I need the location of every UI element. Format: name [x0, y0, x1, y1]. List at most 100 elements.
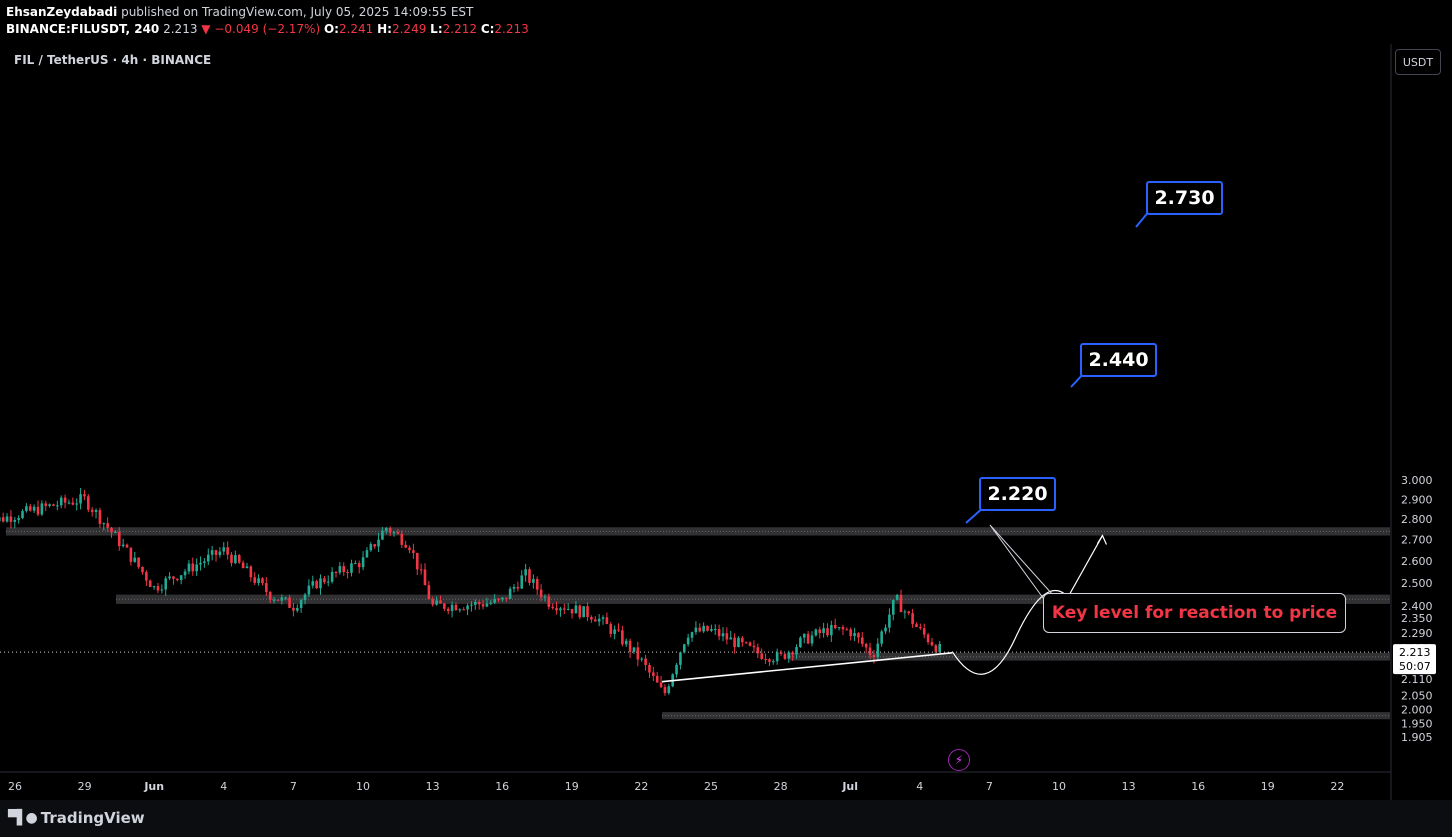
- candle-body: [199, 562, 202, 565]
- candle-body: [655, 675, 659, 683]
- candle-body: [431, 599, 435, 605]
- price-tick: 2.500: [1401, 577, 1433, 590]
- candle-body: [412, 550, 415, 553]
- symbol-label[interactable]: FIL / TetherUS · 4h · BINANCE: [14, 53, 212, 67]
- candle-body: [535, 578, 539, 590]
- candle-body: [9, 516, 13, 522]
- candle-body: [466, 605, 469, 610]
- entry-callout[interactable]: 2.220: [979, 477, 1056, 511]
- candle-body: [36, 506, 40, 515]
- candle-body: [234, 555, 237, 564]
- currency-button[interactable]: USDT: [1395, 49, 1441, 75]
- candle-body: [71, 502, 75, 505]
- candle-body: [25, 506, 28, 512]
- price-axis-bg: [1391, 44, 1452, 800]
- candle-body: [203, 561, 206, 563]
- candle-body: [826, 628, 829, 636]
- candle-body: [67, 502, 71, 504]
- candle-body: [930, 642, 934, 646]
- candle-body: [710, 629, 713, 631]
- candle-body: [462, 609, 465, 611]
- candle-body: [741, 637, 744, 643]
- candle-body: [895, 595, 899, 600]
- footer-bar: [0, 800, 1452, 837]
- projection-arrowhead: [1096, 534, 1108, 545]
- target-high-callout[interactable]: 2.730: [1146, 181, 1223, 215]
- candle-body: [326, 581, 330, 583]
- lightning-icon[interactable]: ⚡: [948, 749, 970, 771]
- candle-body: [272, 599, 276, 601]
- candle-body: [56, 505, 59, 507]
- time-tick: 10: [356, 780, 370, 793]
- key-level-note[interactable]: Key level for reaction to price: [1043, 593, 1346, 633]
- candle-body: [419, 569, 423, 571]
- tradingview-brand[interactable]: ▀▌● TradingView: [8, 809, 145, 827]
- candle-body: [504, 597, 508, 599]
- candle-body: [876, 643, 880, 658]
- candle-body: [237, 555, 241, 563]
- candle-body: [176, 578, 179, 581]
- time-tick: 26: [8, 780, 22, 793]
- candle-body: [59, 497, 63, 506]
- candle-body: [44, 503, 48, 506]
- candle-body: [675, 664, 678, 675]
- candle-body: [477, 601, 481, 605]
- candle-body: [566, 608, 570, 610]
- candle-body: [354, 563, 357, 565]
- candle-body: [818, 629, 822, 633]
- price-chart[interactable]: 3.000 2.900 2.800 2.700 2.600 2.500 2.4002.350…: [0, 0, 1452, 800]
- candle-body: [833, 624, 837, 629]
- candle-body: [760, 653, 763, 659]
- candle-body: [404, 544, 407, 548]
- candle-body: [593, 619, 597, 622]
- candle-body: [648, 664, 651, 673]
- candle-body: [357, 563, 361, 568]
- high-label: H:: [377, 22, 392, 36]
- candle-body: [632, 647, 636, 652]
- candle-body: [861, 637, 864, 644]
- candle-body: [427, 585, 431, 600]
- candle-body: [922, 628, 926, 635]
- candle-body: [481, 604, 485, 607]
- candle-body: [667, 686, 671, 694]
- candle-body: [373, 544, 376, 547]
- candle-body: [474, 601, 477, 605]
- candle-body: [415, 552, 419, 570]
- close-value: 2.213: [494, 22, 529, 36]
- candle-body: [439, 600, 442, 604]
- candle-body: [907, 611, 911, 614]
- candle-body: [133, 557, 137, 562]
- candle-body: [423, 569, 427, 586]
- candle-body: [543, 596, 547, 598]
- candle-body: [884, 627, 887, 632]
- candle-body: [206, 554, 210, 562]
- candle-body: [5, 516, 9, 522]
- candle-body: [381, 530, 384, 540]
- target-mid-callout[interactable]: 2.440: [1080, 343, 1157, 377]
- time-tick: 16: [495, 780, 509, 793]
- candle-body: [733, 637, 736, 647]
- candle-body: [334, 571, 338, 573]
- candle-body: [756, 647, 760, 654]
- candle-body: [636, 647, 640, 660]
- candle-body: [497, 598, 500, 600]
- publisher-name[interactable]: EhsanZeydabadi: [6, 5, 118, 19]
- change-down-icon: ▼: [201, 22, 211, 36]
- open-label: O:: [323, 22, 339, 36]
- candle-body: [853, 633, 856, 637]
- candle-body: [682, 644, 686, 653]
- time-tick: 13: [1122, 780, 1136, 793]
- candle-body: [729, 637, 733, 640]
- candle-body: [911, 613, 914, 625]
- candle-body: [288, 597, 291, 608]
- candle-body: [830, 624, 833, 636]
- candle-body: [841, 627, 845, 630]
- candle-body: [772, 661, 775, 663]
- candle-body: [102, 523, 106, 525]
- candle-body: [744, 642, 748, 644]
- candle-body: [280, 597, 284, 601]
- candle-body: [315, 581, 318, 589]
- candle-body: [446, 608, 450, 611]
- price-tick: 2.350: [1401, 612, 1433, 625]
- candle-body: [148, 580, 152, 587]
